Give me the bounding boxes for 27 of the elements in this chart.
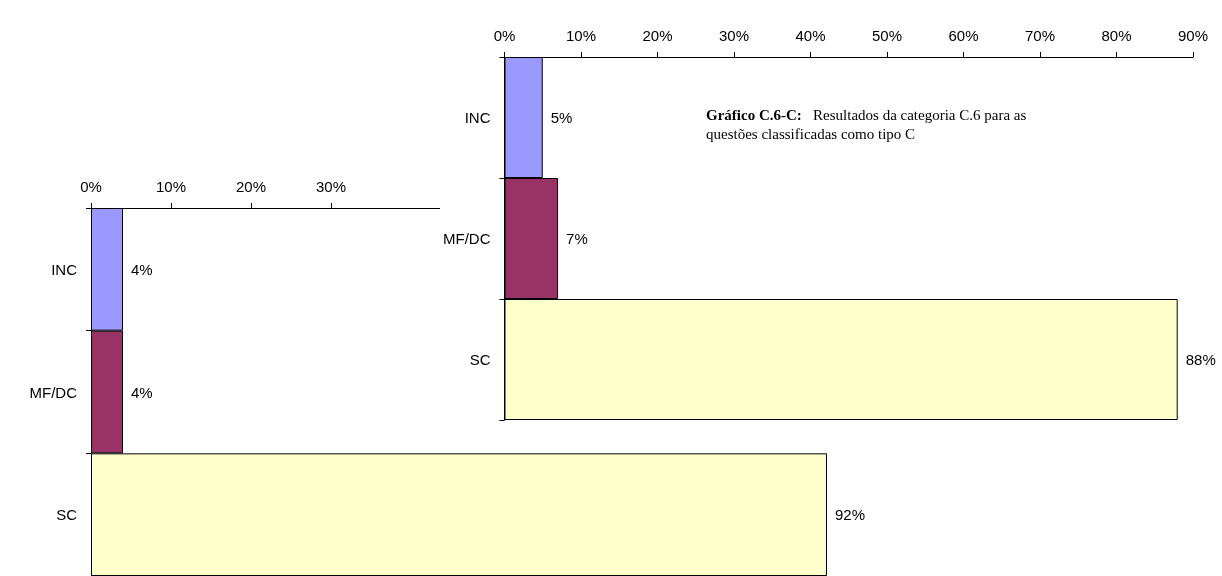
y-tick-label: INC — [464, 109, 491, 126]
data-label: 4% — [131, 260, 153, 278]
x-tick-label: 80% — [1101, 27, 1132, 44]
data-label: 88% — [1185, 351, 1216, 368]
x-tick-label: 0% — [80, 178, 102, 195]
x-tick-label: 40% — [795, 27, 826, 44]
x-tick-label: 30% — [315, 178, 347, 195]
x-tick-label: 20% — [235, 178, 267, 195]
annotation: Gráfico C.6-C: Resultados da categoria C.6 para as questões classificadas como tipo C — [706, 106, 1031, 142]
x-tick-label: 10% — [155, 178, 187, 195]
x-tick-label: 70% — [1024, 27, 1056, 44]
data-label: 92% — [835, 506, 866, 524]
data-label: 7% — [566, 230, 588, 247]
y-tick-label: MF/DC — [442, 230, 491, 247]
x-tick-label: 30% — [718, 27, 750, 44]
y-tick-label: INC — [51, 260, 78, 278]
x-tick-label: 20% — [642, 27, 673, 44]
data-label: 4% — [131, 383, 153, 401]
data-label: 5% — [550, 109, 573, 126]
x-tick-label: 50% — [871, 27, 903, 44]
x-tick-label: 90% — [1177, 27, 1209, 44]
y-tick-label: SC — [469, 351, 491, 368]
x-tick-label: 0% — [493, 27, 516, 44]
y-tick-label: SC — [56, 506, 78, 524]
y-tick-label: MF/DC — [29, 383, 78, 401]
x-tick-label: 60% — [948, 27, 979, 44]
x-tick-label: 10% — [565, 27, 597, 44]
